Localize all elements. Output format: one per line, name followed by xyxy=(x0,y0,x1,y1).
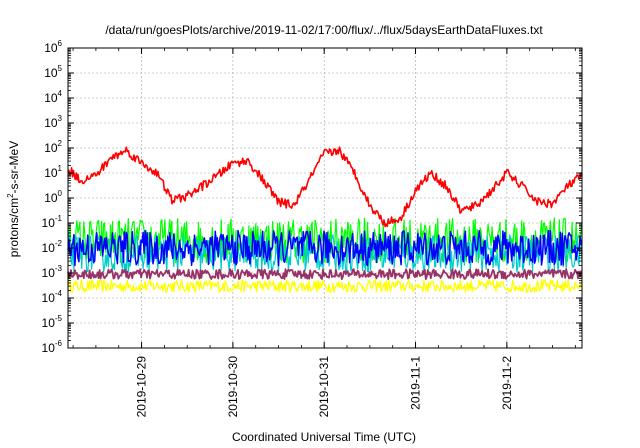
x-tick-label: 2019-10-29 xyxy=(135,356,149,418)
y-tick-label: 10-1 xyxy=(42,214,63,230)
plot-area: 10-6 10-5 10-4 10-3 10-2 10-1 100 101 102 103 104 1… xyxy=(42,39,583,418)
y-tick-label: 103 xyxy=(44,114,62,130)
y-tick-label: 105 xyxy=(44,64,62,80)
y-tick-label: 100 xyxy=(44,189,62,205)
y-axis-label: protons/cm2-s-sr-MeV xyxy=(6,141,21,257)
y-tick-label: 106 xyxy=(44,39,62,55)
y-tick-label: 104 xyxy=(44,89,62,105)
series-line xyxy=(67,268,583,280)
x-tick-label: 2019-10-31 xyxy=(317,356,331,418)
x-tick-label: 2019-11-2 xyxy=(500,356,514,410)
chart-title: /data/run/goesPlots/archive/2019-11-02/1… xyxy=(105,23,543,37)
series-line-red xyxy=(67,146,583,228)
series-line xyxy=(67,229,583,267)
x-tick-label: 2019-10-30 xyxy=(226,356,240,418)
series-line xyxy=(67,279,583,293)
y-tick-label: 101 xyxy=(44,164,62,180)
y-tick-label: 10-2 xyxy=(42,239,63,255)
x-tick-label: 2019-11-1 xyxy=(409,356,423,410)
y-tick-label: 102 xyxy=(44,139,62,155)
y-tick-label: 10-4 xyxy=(42,289,63,305)
x-axis-label: Coordinated Universal Time (UTC) xyxy=(232,430,416,444)
y-tick-label: 10-3 xyxy=(42,264,63,280)
y-tick-label: 10-5 xyxy=(42,314,63,330)
y-tick-label: 10-6 xyxy=(42,339,63,355)
